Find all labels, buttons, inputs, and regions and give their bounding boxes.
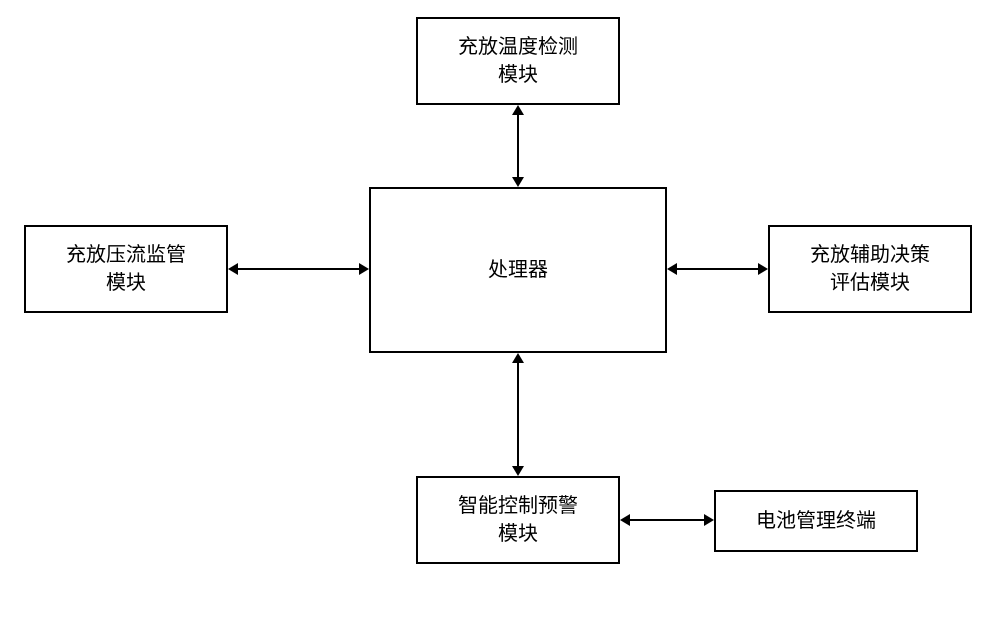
node-label: 电池管理终端: [756, 507, 876, 535]
edge-top-center: [517, 115, 519, 177]
node-temperature-detection: 充放温度检测模块: [416, 17, 620, 105]
arrow-head-icon: [620, 514, 630, 526]
edge-bottom-to-terminal: [630, 519, 704, 521]
arrow-head-icon: [758, 263, 768, 275]
node-processor: 处理器: [369, 187, 667, 353]
arrow-head-icon: [228, 263, 238, 275]
arrow-head-icon: [512, 466, 524, 476]
arrow-head-icon: [512, 177, 524, 187]
node-label: 处理器: [488, 256, 548, 284]
edge-center-right: [677, 268, 758, 270]
arrow-head-icon: [512, 353, 524, 363]
node-intelligent-warning: 智能控制预警模块: [416, 476, 620, 564]
node-label: 充放辅助决策评估模块: [810, 241, 930, 297]
arrow-head-icon: [667, 263, 677, 275]
node-voltage-current-supervision: 充放压流监管模块: [24, 225, 228, 313]
node-label: 充放温度检测模块: [458, 33, 578, 89]
arrow-head-icon: [512, 105, 524, 115]
node-battery-terminal: 电池管理终端: [714, 490, 918, 552]
edge-left-center: [238, 268, 359, 270]
node-label: 智能控制预警模块: [458, 492, 578, 548]
node-label: 充放压流监管模块: [66, 241, 186, 297]
edge-center-bottom: [517, 363, 519, 466]
arrow-head-icon: [704, 514, 714, 526]
arrow-head-icon: [359, 263, 369, 275]
node-decision-evaluation: 充放辅助决策评估模块: [768, 225, 972, 313]
